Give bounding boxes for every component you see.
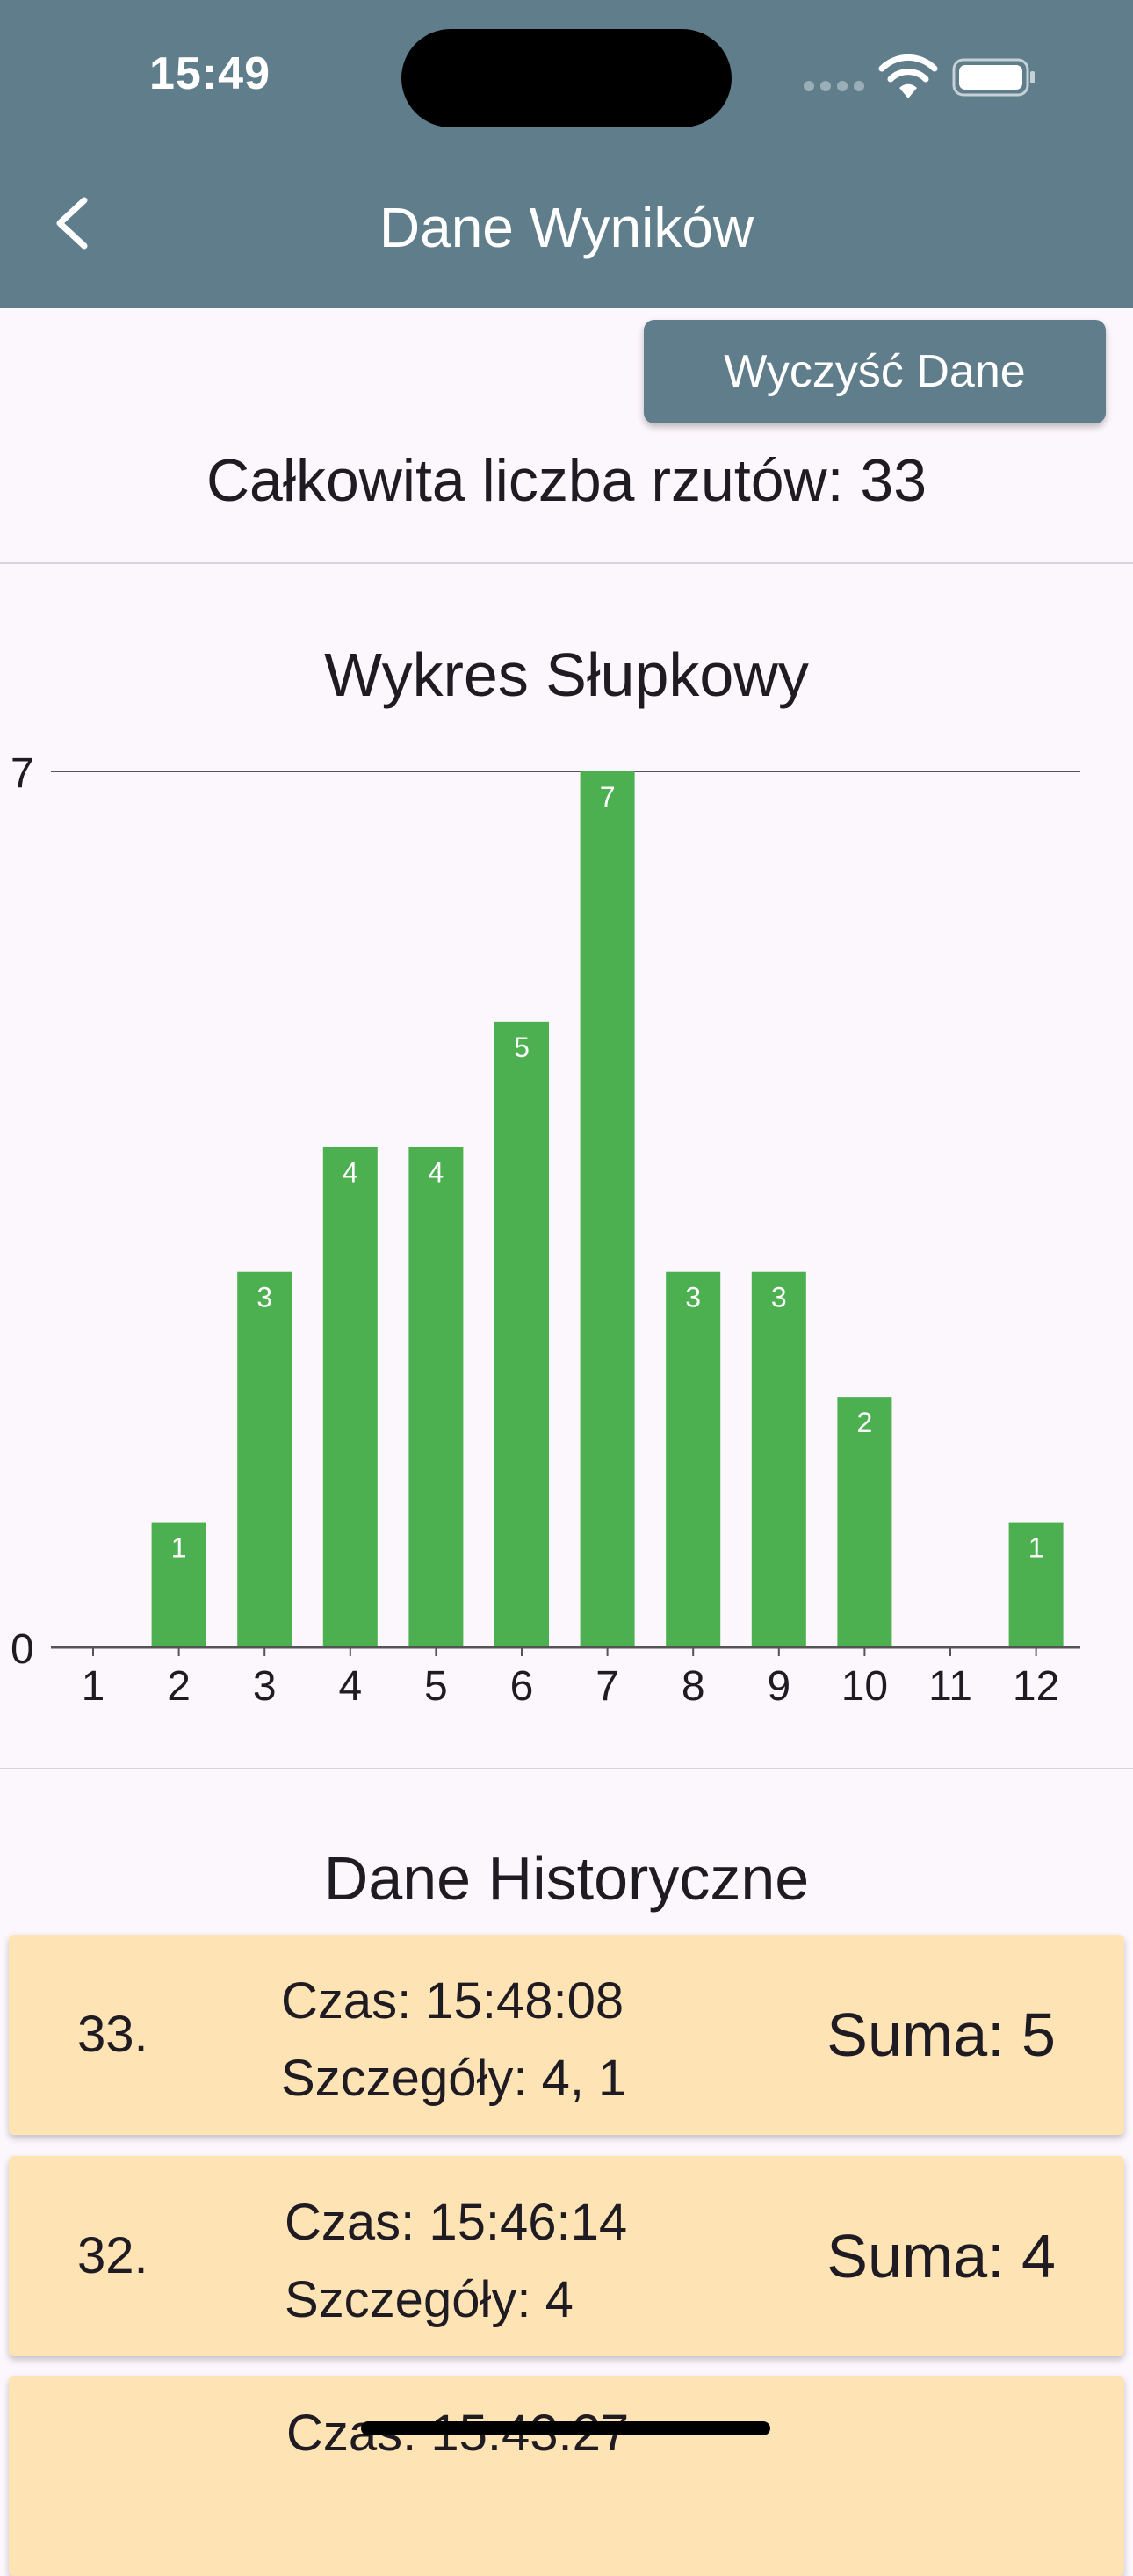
app-bar: 15:49 Dane Wyników xyxy=(0,0,1133,308)
history-index: 32. xyxy=(77,2227,148,2284)
chart-bar xyxy=(237,1271,292,1647)
x-tick-label: 11 xyxy=(928,1663,972,1710)
history-sum: Suma: 5 xyxy=(826,2001,1056,2069)
page-title: Dane Wyników xyxy=(379,196,754,259)
history-time: Czas: 15:48:08 xyxy=(281,1972,624,2030)
bar-value-label: 2 xyxy=(857,1407,873,1438)
history-sum: Suma: 4 xyxy=(826,2222,1056,2290)
x-tick-label: 7 xyxy=(595,1663,619,1710)
x-tick-label: 9 xyxy=(767,1663,790,1710)
chart-bar xyxy=(1008,1522,1064,1647)
x-tick-label: 1 xyxy=(82,1663,105,1710)
bar-chart-title: Wykres Słupkowy xyxy=(324,640,809,709)
x-tick-label: 12 xyxy=(1013,1663,1059,1710)
chart-bar xyxy=(322,1147,378,1647)
x-tick-label: 5 xyxy=(424,1663,448,1710)
history-index: 33. xyxy=(77,2006,148,2063)
history-card: 33. Czas: 15:48:08 Szczegóły: 4, 1 Suma:… xyxy=(9,1935,1124,2135)
history-time: Czas: 15:46:14 xyxy=(285,2194,628,2251)
history-details: Szczegóły: 4, 1 xyxy=(281,2050,627,2107)
bar-value-label: 1 xyxy=(171,1532,187,1564)
divider xyxy=(0,1768,1133,1769)
chevron-left-icon[interactable] xyxy=(49,195,95,251)
status-time: 15:49 xyxy=(149,48,271,99)
history-card: Czas: 15:43:27 xyxy=(9,2376,1124,2576)
bar-value-label: 3 xyxy=(771,1282,787,1313)
home-indicator xyxy=(361,2421,770,2435)
chart-bar xyxy=(408,1147,464,1647)
bar-value-label: 3 xyxy=(256,1282,272,1313)
x-tick-label: 8 xyxy=(682,1663,705,1710)
y-tick-label: 7 xyxy=(11,750,34,797)
chart-bar xyxy=(751,1271,806,1647)
chart-bar xyxy=(580,771,635,1647)
chart-bar xyxy=(837,1397,892,1647)
total-throws-label: Całkowita liczba rzutów: 33 xyxy=(206,447,927,514)
bar-value-label: 7 xyxy=(600,781,616,813)
chart-bar xyxy=(151,1522,206,1647)
dynamic-island xyxy=(401,29,732,127)
history-card: 32. Czas: 15:46:14 Szczegóły: 4 Suma: 4 xyxy=(9,2156,1124,2356)
wifi-icon xyxy=(878,54,938,98)
bar-value-label: 5 xyxy=(514,1031,530,1063)
x-tick-label: 10 xyxy=(841,1663,888,1710)
divider xyxy=(0,562,1133,564)
chart-bar xyxy=(666,1271,721,1647)
chart-bar xyxy=(494,1021,549,1647)
bar-value-label: 1 xyxy=(1028,1532,1044,1564)
x-tick-label: 4 xyxy=(338,1663,362,1710)
battery-icon xyxy=(952,58,1035,97)
y-tick-label: 0 xyxy=(11,1626,34,1673)
x-tick-label: 6 xyxy=(510,1663,534,1710)
clear-data-button[interactable]: Wyczyść Dane xyxy=(644,320,1106,423)
x-tick-label: 2 xyxy=(167,1663,191,1710)
history-title: Dane Historyczne xyxy=(323,1844,810,1913)
bar-value-label: 3 xyxy=(685,1282,701,1313)
x-tick-label: 3 xyxy=(253,1663,277,1710)
history-details: Szczegóły: 4 xyxy=(285,2271,574,2328)
bar-value-label: 4 xyxy=(343,1156,358,1188)
bar-value-label: 4 xyxy=(429,1156,444,1188)
cellular-signal-icon xyxy=(804,81,865,91)
